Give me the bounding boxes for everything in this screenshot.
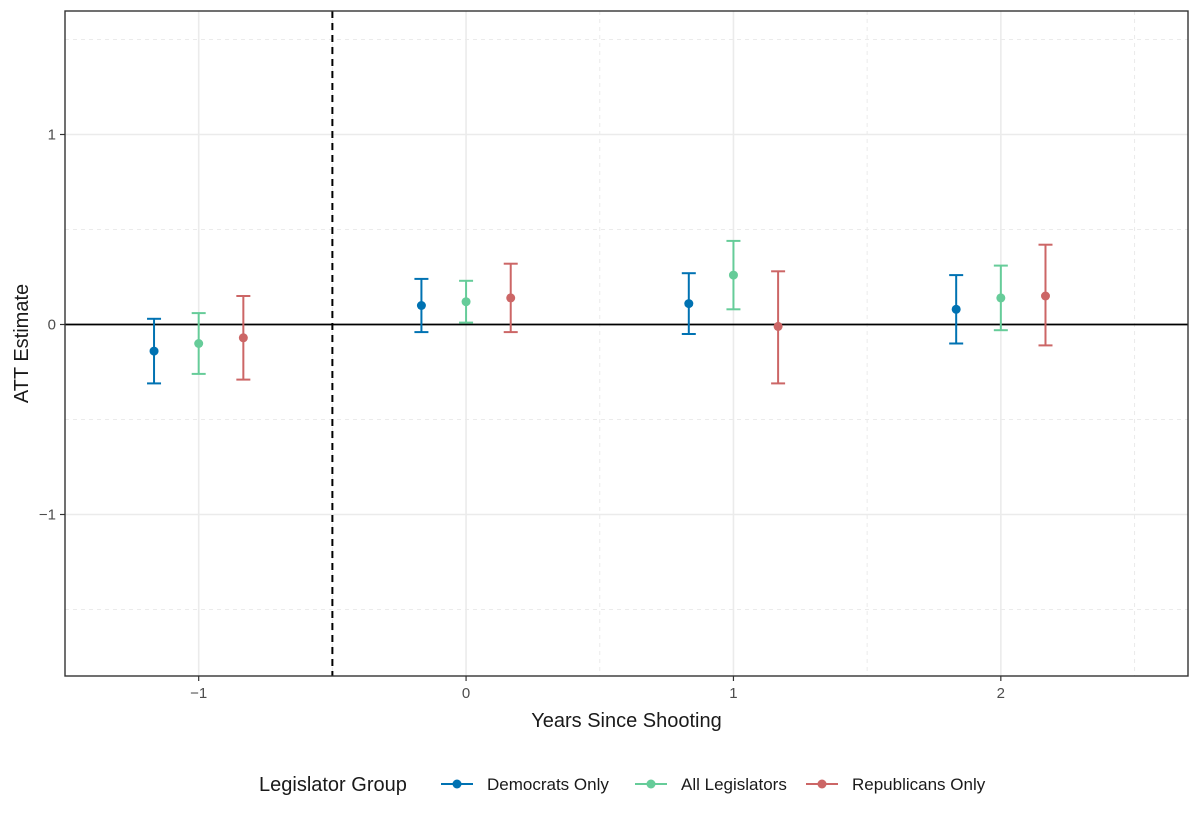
- point-republicans-only-x0: [506, 293, 516, 303]
- legend-label-all-legislators: All Legislators: [681, 775, 787, 794]
- y-tick-label: 0: [48, 317, 56, 334]
- point-all-legislators-xneg1: [194, 339, 204, 348]
- x-tick-label: 0: [462, 685, 470, 702]
- panel-border: [64, 10, 1189, 677]
- point-democrats-only-x0: [416, 301, 426, 310]
- series-democrats-only: [147, 272, 964, 385]
- panel-background: [65, 11, 1188, 676]
- series-all-legislators: [191, 239, 1008, 375]
- x-tick-label: 2: [997, 685, 1005, 702]
- point-democrats-only-x2: [951, 304, 961, 314]
- point-republicans-only-x2: [1040, 291, 1050, 301]
- y-axis-title: ATT Estimate: [11, 284, 33, 403]
- legend-key-point-republicans-only: [817, 779, 827, 789]
- point-all-legislators-x0: [461, 297, 471, 307]
- point-democrats-only-xneg1: [149, 346, 159, 356]
- point-republicans-only-xneg1: [238, 333, 248, 343]
- x-tick-label: −1: [190, 685, 207, 702]
- legend-label-republicans-only: Republicans Only: [852, 775, 986, 794]
- plot-panel: [65, 11, 1188, 676]
- legend-title: Legislator Group: [259, 774, 407, 796]
- legend-item-all-legislators: All Legislators: [635, 775, 787, 794]
- series-republicans-only: [236, 243, 1053, 385]
- x-axis-title: Years Since Shooting: [531, 710, 722, 732]
- point-democrats-only-x1: [684, 299, 694, 309]
- y-tick-label: −1: [39, 507, 56, 524]
- axes-layer: −1 0 1 2 −1 0 1: [39, 10, 1189, 702]
- series-layer: [147, 239, 1053, 385]
- legend: Legislator Group Democrats Only All Legisl…: [259, 774, 986, 796]
- x-tick-label: 1: [729, 685, 737, 702]
- legend-key-point-democrats-only: [452, 779, 462, 789]
- y-tick-label: 1: [48, 127, 56, 144]
- legend-item-democrats-only: Democrats Only: [441, 775, 609, 794]
- point-republicans-only-x1: [773, 321, 783, 331]
- legend-key-point-all-legislators: [646, 779, 656, 789]
- point-all-legislators-x1: [728, 270, 738, 280]
- legend-item-republicans-only: Republicans Only: [806, 775, 986, 794]
- legend-label-democrats-only: Democrats Only: [487, 775, 609, 794]
- point-all-legislators-x2: [996, 293, 1006, 303]
